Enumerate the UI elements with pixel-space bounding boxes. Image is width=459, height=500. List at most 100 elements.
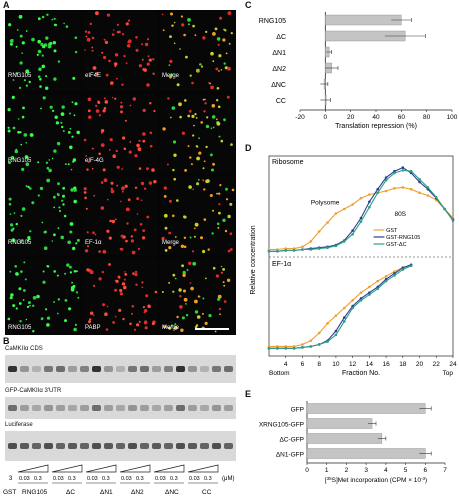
micrograph-dot	[12, 227, 15, 230]
d-ribosome-point	[426, 186, 430, 189]
micrograph-dot	[108, 149, 111, 151]
d-ef1a-point	[368, 285, 371, 289]
micrograph-dot	[216, 99, 219, 102]
micrograph-dot	[200, 121, 203, 124]
micrograph-dot	[104, 312, 108, 317]
micrograph-dot	[230, 143, 233, 146]
d-ribosome-point	[334, 212, 338, 215]
e-category-label: XRNG105-GFP	[259, 422, 304, 429]
micrograph-dot	[218, 203, 221, 206]
d-ribosome-point	[284, 249, 288, 252]
d-ribosome-point	[334, 244, 338, 248]
micrograph-dot	[202, 249, 206, 254]
micrograph-dot	[141, 286, 144, 289]
micrograph-dot	[90, 311, 94, 315]
micrograph-dot	[188, 185, 192, 189]
micrograph-dot	[217, 43, 220, 46]
micrograph-dot	[230, 32, 233, 35]
micrograph-dot	[15, 222, 18, 226]
micrograph-dot	[86, 37, 91, 42]
micrograph-dot	[92, 66, 97, 70]
micrograph-dot	[87, 245, 89, 248]
d-legend-label: GST-RNG105	[386, 235, 420, 241]
micrograph-dot	[73, 327, 77, 332]
micrograph-dot	[89, 270, 94, 275]
d-bottom-title: EF-1α	[272, 261, 291, 268]
micrograph-dot	[129, 322, 132, 326]
d-ef1a-point	[376, 279, 380, 283]
micrograph-dot	[12, 126, 16, 130]
micrograph-dot	[214, 330, 217, 333]
blot-band	[92, 443, 101, 449]
micrograph-dot	[218, 192, 221, 195]
micrograph-dot	[40, 42, 44, 47]
micrograph-dot	[103, 38, 106, 41]
micrograph-dot	[59, 210, 61, 212]
micrograph-dot	[64, 163, 67, 166]
conc-high: 0.3	[204, 476, 212, 482]
blot-band	[56, 366, 65, 372]
micrograph-dot	[220, 69, 223, 71]
blot-band	[8, 405, 17, 411]
blot-band	[212, 366, 221, 372]
micrograph-dot	[146, 83, 150, 87]
micrograph-tile	[160, 259, 235, 334]
a-row2-mid-label: eIF-4G	[85, 158, 104, 164]
micrograph-dot	[39, 85, 42, 88]
micrograph-dot	[118, 277, 121, 280]
micrograph-dot	[124, 273, 128, 276]
micrograph-dot	[46, 323, 50, 327]
blot-band	[104, 443, 113, 449]
micrograph-dot	[116, 77, 118, 80]
blot-band	[164, 405, 173, 411]
micrograph-dot	[194, 299, 198, 304]
micrograph-dot	[212, 32, 216, 36]
micrograph-dot	[67, 240, 71, 245]
micrograph-dot	[201, 312, 204, 315]
d-ribosome-point	[384, 178, 388, 182]
micrograph-dot	[86, 231, 89, 234]
d-ef1a-point	[326, 340, 329, 343]
conc-low: 0.03	[53, 476, 64, 482]
micrograph-dot	[41, 64, 46, 69]
micrograph-dot	[138, 64, 142, 68]
c-category-label: ΔC	[276, 34, 286, 41]
d-ef1a-point	[384, 275, 388, 278]
micrograph-dot	[134, 186, 138, 189]
d-ribosome-point	[292, 247, 296, 250]
micrograph-dot	[146, 62, 150, 66]
blot-band	[188, 405, 197, 411]
micrograph-dot	[151, 322, 155, 326]
micrograph-dot	[19, 15, 21, 17]
micrograph-dot	[218, 307, 222, 311]
micrograph-dot	[69, 112, 71, 115]
micrograph-dot	[174, 236, 177, 238]
micrograph-dot	[116, 23, 119, 26]
d-ribosome-point	[317, 247, 321, 250]
micrograph-dot	[170, 73, 173, 77]
micrograph-dot	[204, 98, 206, 101]
micrograph-dot	[173, 153, 177, 157]
micrograph-dot	[163, 195, 167, 198]
c-tick-label: 40	[372, 114, 380, 121]
micrograph-dot	[106, 13, 111, 17]
d-ribosome-series-line	[269, 169, 454, 252]
micrograph-dot	[98, 114, 101, 117]
micrograph-dot	[188, 261, 192, 265]
d-ef1a-point	[301, 343, 304, 346]
micrograph-dot	[112, 29, 115, 31]
blot-band	[188, 443, 197, 449]
micrograph-dot	[121, 83, 124, 86]
d-ef1a-point	[368, 293, 371, 296]
micrograph-dot	[163, 213, 168, 218]
micrograph-dot	[114, 279, 117, 282]
micrograph-dot	[203, 160, 206, 163]
micrograph-dot	[162, 127, 166, 131]
micrograph-dot	[125, 62, 128, 65]
d-bottom-end: Bottom	[269, 370, 290, 377]
micrograph-tile	[6, 95, 81, 173]
micrograph-dot	[140, 181, 145, 186]
panel-d-letter: D	[245, 143, 252, 153]
blot-band	[68, 405, 77, 411]
micrograph-dot	[182, 273, 186, 277]
